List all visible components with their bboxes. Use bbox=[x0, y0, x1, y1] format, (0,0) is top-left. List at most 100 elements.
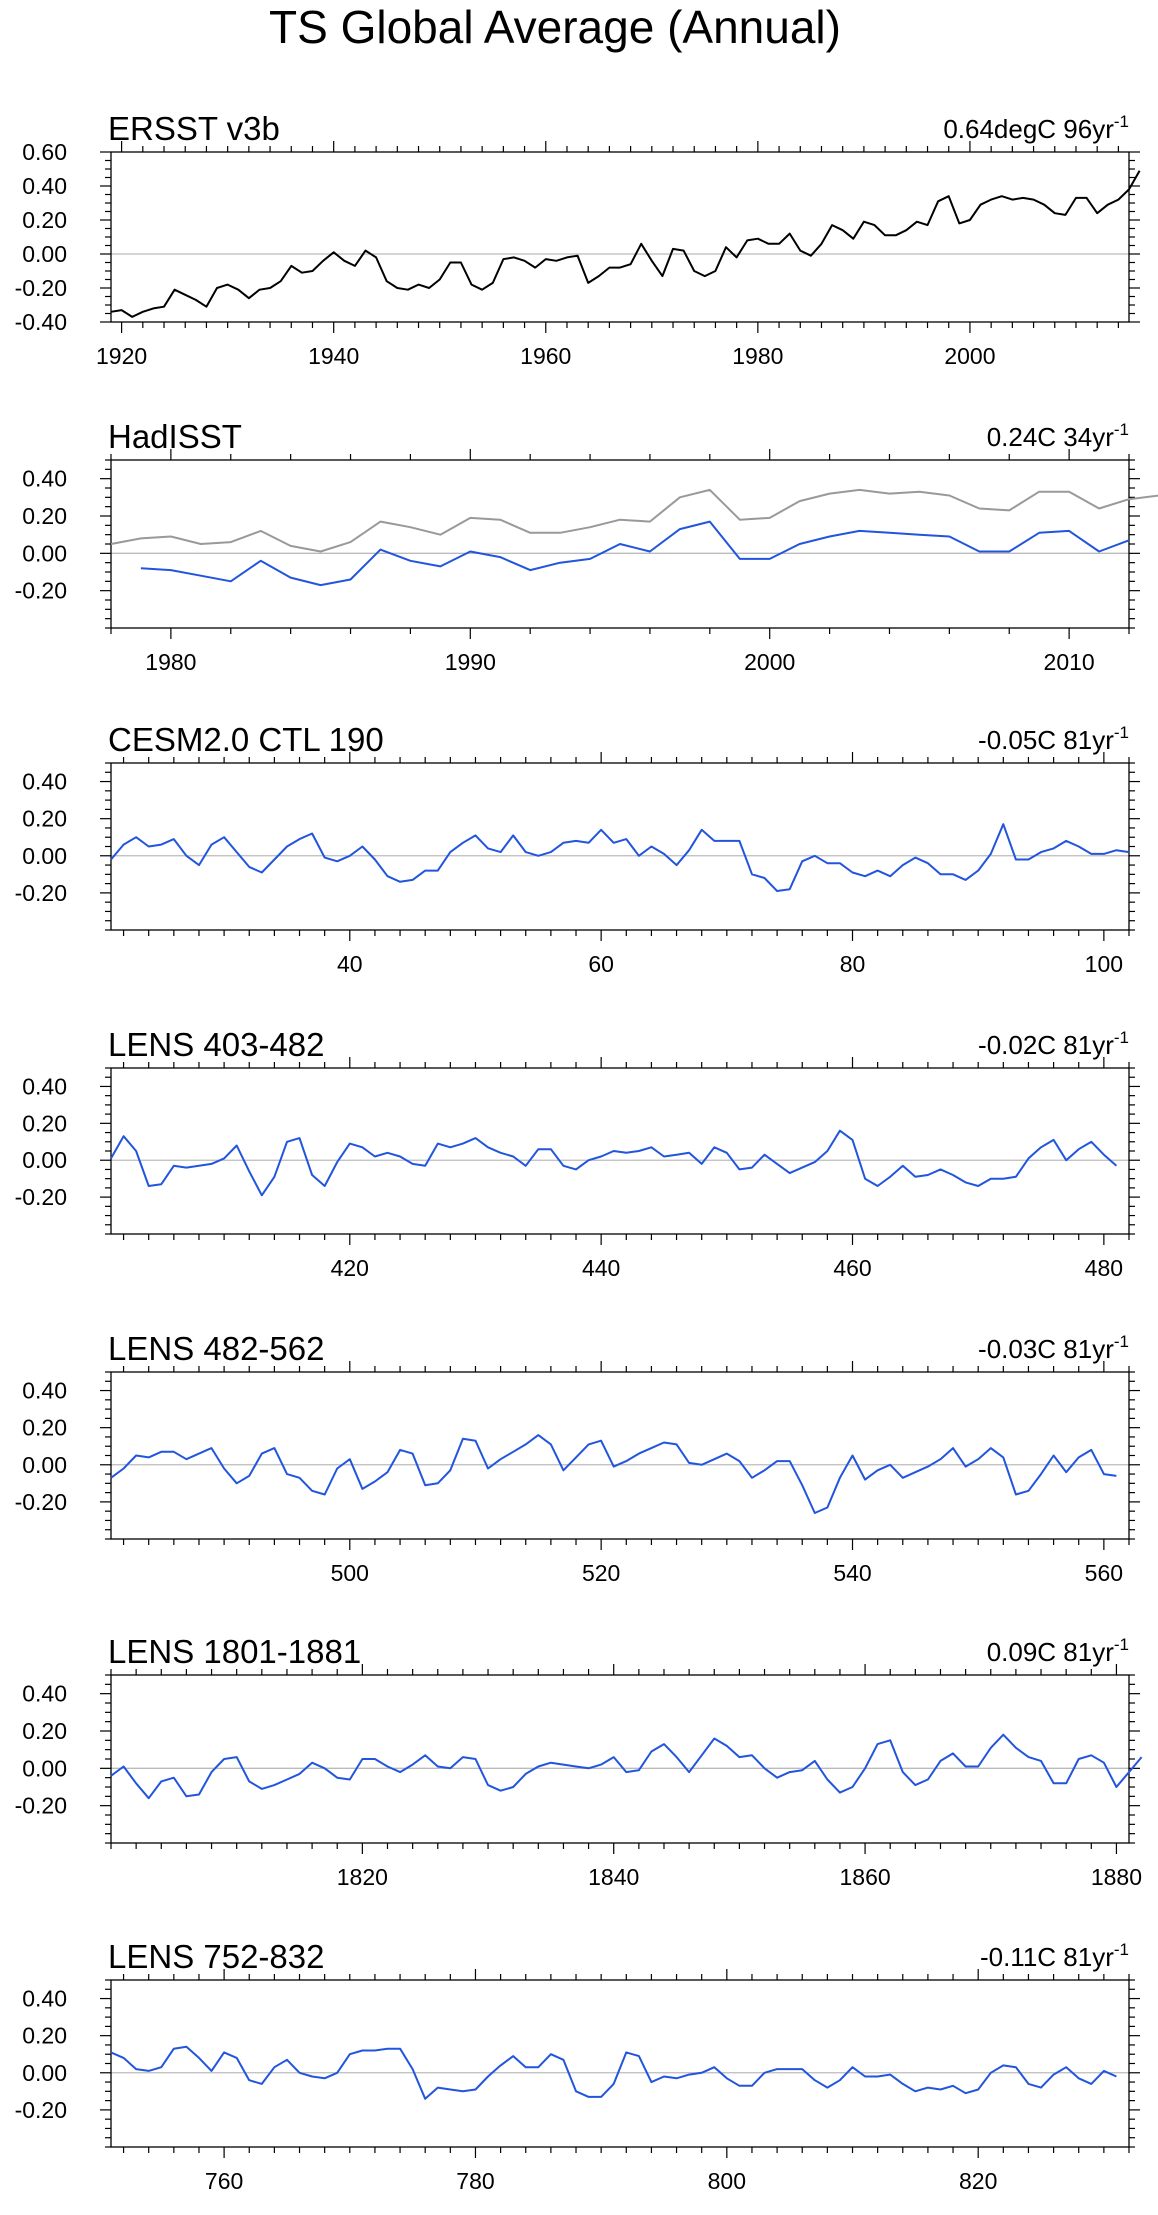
panel-1: ERSST v3b 0.64degC 96yr-1 -0.40 -0.20 0.00 0.… bbox=[15, 110, 1141, 369]
panel-title: CESM2.0 CTL 190 bbox=[108, 721, 384, 758]
y-tick-label: 0.20 bbox=[22, 207, 67, 233]
y-tick-label: 0.20 bbox=[22, 1718, 67, 1744]
x-tick-label: 800 bbox=[708, 2168, 746, 2194]
series-line-1 bbox=[110, 488, 1158, 553]
panel-7: LENS 752-832 -0.11C 81yr-1 -0.20 0.00 0.20 0.… bbox=[15, 1938, 1140, 2194]
y-tick-label: 0.20 bbox=[22, 1110, 67, 1136]
panel-trend-annotation: -0.02C 81yr-1 bbox=[978, 1028, 1129, 1060]
x-tick-label: 40 bbox=[337, 951, 363, 977]
x-tick-label: 460 bbox=[833, 1255, 871, 1281]
x-tick-label: 1820 bbox=[337, 1864, 388, 1890]
panel-trend-annotation: 0.64degC 96yr-1 bbox=[943, 112, 1129, 144]
x-tick-label: 500 bbox=[331, 1560, 369, 1586]
x-tick-label: 80 bbox=[840, 951, 866, 977]
x-tick-label: 820 bbox=[959, 2168, 997, 2194]
panel-title: ERSST v3b bbox=[108, 110, 280, 147]
y-tick-label: 0.20 bbox=[22, 503, 67, 529]
series-line-1 bbox=[110, 1434, 1117, 1514]
x-tick-label: 420 bbox=[331, 1255, 369, 1281]
trend-value: 0.09C 81yr bbox=[987, 1637, 1115, 1667]
y-tick-label: -0.20 bbox=[15, 880, 67, 906]
y-tick-label: -0.20 bbox=[15, 1793, 67, 1819]
y-tick-label: -0.20 bbox=[15, 1489, 67, 1515]
trend-value: 0.64degC 96yr bbox=[943, 114, 1114, 144]
trend-unit-exponent: -1 bbox=[1114, 1332, 1129, 1351]
x-tick-label: 1990 bbox=[445, 649, 496, 675]
trend-value: 0.24C 34yr bbox=[987, 422, 1115, 452]
panel-title: HadISST bbox=[108, 418, 242, 455]
plot-frame bbox=[110, 1979, 1130, 2148]
panel-2: HadISST 0.24C 34yr-1 -0.20 0.00 0.20 0.40 1980… bbox=[15, 418, 1158, 675]
series-line-1 bbox=[110, 1733, 1143, 1800]
y-tick-label: -0.20 bbox=[15, 578, 67, 604]
x-tick-label: 100 bbox=[1085, 951, 1123, 977]
y-tick-label: 0.40 bbox=[22, 173, 67, 199]
x-tick-label: 1940 bbox=[308, 343, 359, 369]
series-line-1 bbox=[110, 1129, 1118, 1197]
panel-trend-annotation: 0.09C 81yr-1 bbox=[987, 1635, 1129, 1667]
panel-trend-annotation: -0.03C 81yr-1 bbox=[978, 1332, 1129, 1364]
panel-3: CESM2.0 CTL 190 -0.05C 81yr-1 -0.20 0.00 0.2… bbox=[15, 721, 1140, 977]
y-tick-label: -0.20 bbox=[15, 2097, 67, 2123]
trend-unit-exponent: -1 bbox=[1114, 723, 1129, 742]
plot-frame bbox=[110, 762, 1130, 931]
x-tick-label: 1960 bbox=[520, 343, 571, 369]
panel-title: LENS 403-482 bbox=[108, 1026, 324, 1063]
x-tick-label: 480 bbox=[1085, 1255, 1123, 1281]
y-tick-label: 0.00 bbox=[22, 1147, 67, 1173]
trend-unit-exponent: -1 bbox=[1114, 1028, 1129, 1047]
plot-frame bbox=[110, 1371, 1130, 1540]
x-tick-label: 540 bbox=[833, 1560, 871, 1586]
x-tick-label: 2000 bbox=[944, 343, 995, 369]
trend-unit-exponent: -1 bbox=[1114, 112, 1129, 131]
y-tick-label: 0.40 bbox=[22, 1681, 67, 1707]
trend-value: -0.05C 81yr bbox=[978, 725, 1114, 755]
x-tick-label: 1840 bbox=[588, 1864, 639, 1890]
y-tick-label: 0.00 bbox=[22, 843, 67, 869]
panel-title: LENS 1801-1881 bbox=[108, 1633, 361, 1670]
plot-frame bbox=[110, 151, 1130, 323]
trend-value: -0.11C 81yr bbox=[980, 1942, 1114, 1972]
panel-4: LENS 403-482 -0.02C 81yr-1 -0.20 0.00 0.20 0.… bbox=[15, 1026, 1140, 1281]
x-tick-label: 1920 bbox=[96, 343, 147, 369]
series-line-1 bbox=[110, 170, 1141, 318]
figure-title: TS Global Average (Annual) bbox=[269, 1, 841, 53]
plot-frame bbox=[110, 1674, 1130, 1844]
x-tick-label: 560 bbox=[1085, 1560, 1123, 1586]
series-line-1 bbox=[110, 2045, 1117, 2100]
x-tick-label: 60 bbox=[588, 951, 614, 977]
y-tick-label: -0.40 bbox=[15, 309, 67, 335]
panel-5: LENS 482-562 -0.03C 81yr-1 -0.20 0.00 0.20 0.… bbox=[15, 1330, 1140, 1586]
panel-title: LENS 752-832 bbox=[108, 1938, 324, 1975]
panel-6: LENS 1801-1881 0.09C 81yr-1 -0.20 0.00 0.20 0… bbox=[15, 1633, 1143, 1890]
series-line-1 bbox=[110, 823, 1130, 892]
y-tick-label: -0.20 bbox=[15, 275, 67, 301]
y-tick-label: 0.20 bbox=[22, 806, 67, 832]
y-tick-label: 0.60 bbox=[22, 139, 67, 165]
x-tick-label: 1860 bbox=[839, 1864, 890, 1890]
y-tick-label: 0.00 bbox=[22, 241, 67, 267]
y-tick-label: 0.40 bbox=[22, 1378, 67, 1404]
series-line-2 bbox=[140, 520, 1130, 587]
x-tick-label: 2000 bbox=[744, 649, 795, 675]
x-tick-label: 1880 bbox=[1091, 1864, 1142, 1890]
y-tick-label: 0.40 bbox=[22, 1073, 67, 1099]
y-tick-label: 0.00 bbox=[22, 540, 67, 566]
y-tick-label: 0.20 bbox=[22, 2023, 67, 2049]
panel-trend-annotation: 0.24C 34yr-1 bbox=[987, 420, 1129, 452]
x-tick-label: 520 bbox=[582, 1560, 620, 1586]
y-tick-label: 0.40 bbox=[22, 466, 67, 492]
panel-trend-annotation: -0.11C 81yr-1 bbox=[980, 1940, 1129, 1972]
panel-trend-annotation: -0.05C 81yr-1 bbox=[978, 723, 1129, 755]
x-tick-label: 760 bbox=[205, 2168, 243, 2194]
y-tick-label: -0.20 bbox=[15, 1184, 67, 1210]
trend-value: -0.03C 81yr bbox=[978, 1334, 1114, 1364]
x-tick-label: 440 bbox=[582, 1255, 620, 1281]
x-tick-label: 1980 bbox=[732, 343, 783, 369]
y-tick-label: 0.20 bbox=[22, 1415, 67, 1441]
trend-unit-exponent: -1 bbox=[1114, 420, 1129, 439]
trend-unit-exponent: -1 bbox=[1114, 1635, 1129, 1654]
y-tick-label: 0.00 bbox=[22, 1755, 67, 1781]
x-tick-label: 2010 bbox=[1044, 649, 1095, 675]
